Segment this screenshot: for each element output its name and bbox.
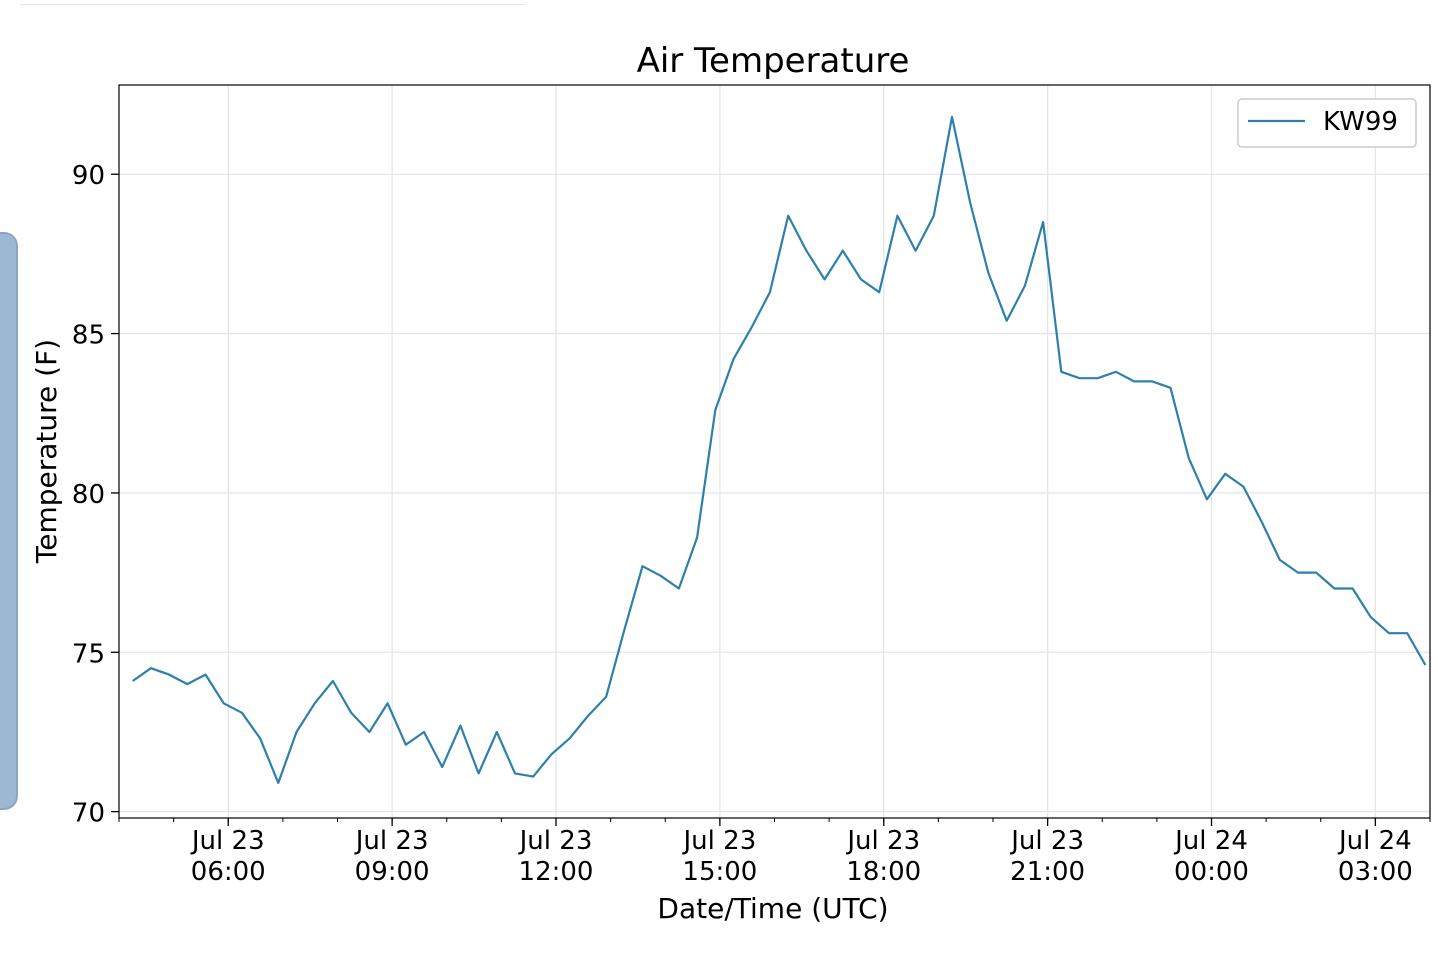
side-panel-handle[interactable] [0, 232, 18, 810]
y-axis-label: Temperature (F) [30, 339, 63, 564]
x-tick-label-date: Jul 23 [845, 826, 920, 856]
y-tick-label: 90 [72, 161, 105, 191]
y-tick-label: 80 [72, 480, 105, 510]
y-tick-label: 75 [72, 639, 105, 669]
x-tick-label-date: Jul 23 [682, 826, 757, 856]
x-tick-label-date: Jul 23 [1009, 826, 1084, 856]
series-line-kw99 [132, 115, 1427, 784]
chart-title: Air Temperature [637, 41, 910, 81]
x-axis-label: Date/Time (UTC) [657, 892, 888, 925]
x-tick-label-time: 18:00 [846, 857, 921, 887]
top-divider [20, 0, 526, 5]
x-tick-label-date: Jul 23 [190, 826, 265, 856]
x-tick-label-time: 00:00 [1174, 857, 1249, 887]
x-tick-label-date: Jul 23 [518, 826, 593, 856]
x-tick-label-time: 12:00 [519, 857, 594, 887]
x-tick-label-date: Jul 23 [354, 826, 429, 856]
plot-area-frame [118, 84, 1431, 819]
legend-box [1237, 98, 1417, 148]
x-tick-label-date: Jul 24 [1337, 826, 1412, 856]
y-axis-ticks: 70 75 80 85 90 [72, 161, 119, 829]
grid-lines [119, 85, 1430, 818]
y-tick-label: 85 [72, 321, 105, 351]
legend-label-kw99: KW99 [1323, 107, 1398, 137]
x-tick-label-time: 06:00 [191, 857, 266, 887]
x-tick-label-time: 21:00 [1010, 857, 1085, 887]
x-tick-label-time: 09:00 [355, 857, 430, 887]
x-tick-label-time: 03:00 [1338, 857, 1413, 887]
y-tick-label: 70 [72, 799, 105, 829]
legend: KW99 [1237, 98, 1417, 148]
x-tick-label-date: Jul 24 [1173, 826, 1248, 856]
x-tick-label-time: 15:00 [682, 857, 757, 887]
